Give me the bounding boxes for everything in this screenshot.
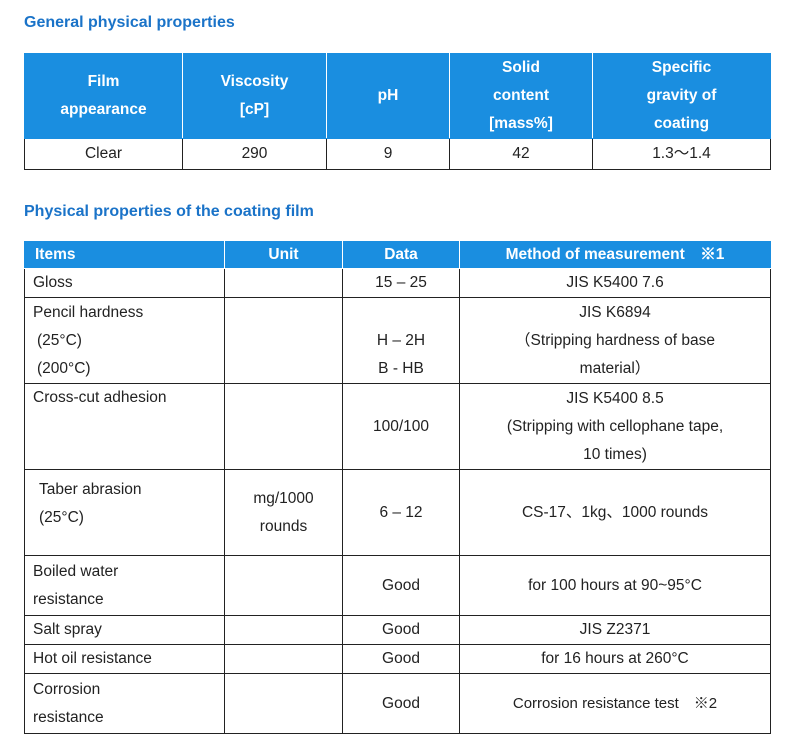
header-ph: pH [326, 53, 450, 139]
data-cell: 100/100 [342, 383, 460, 470]
ph-value: 9 [326, 138, 450, 170]
table-row: Boiled water resistance Good for 100 hou… [24, 555, 771, 616]
method-cell: CS-17、1kg、1000 rounds [459, 469, 771, 556]
data-cell: Good [342, 555, 460, 616]
data-cell: Good [342, 615, 460, 645]
table-row: Pencil hardness (25°C) (200°C) H – 2H B … [24, 297, 771, 384]
method-cell: JIS K6894 （Stripping hardness of base ma… [459, 297, 771, 384]
table-row: Hot oil resistance Good for 16 hours at … [24, 644, 771, 674]
general-data-row: Clear 290 9 42 1.3～1.4 [24, 138, 771, 170]
film-properties-table: Items Unit Data Method of measurement ※1… [24, 241, 771, 734]
data-cell: Good [342, 673, 460, 734]
unit-cell [224, 297, 343, 384]
item-gloss: Gloss [24, 268, 225, 298]
general-properties-heading: General physical properties [24, 14, 235, 31]
header-unit: Unit [224, 241, 343, 269]
film-properties-heading: Physical properties of the coating film [24, 203, 314, 220]
header-specific-gravity: Specific gravity of coating [592, 53, 771, 139]
general-properties-table: Film appearance Viscosity [cP] pH Solid … [24, 53, 771, 170]
general-header-row: Film appearance Viscosity [cP] pH Solid … [24, 53, 771, 139]
header-film-appearance: Film appearance [24, 53, 183, 139]
table-row: Salt spray Good JIS Z2371 [24, 615, 771, 645]
data-cell: 6 – 12 [342, 469, 460, 556]
item-boiled-water-resistance: Boiled water resistance [24, 555, 225, 616]
unit-cell: mg/1000 rounds [224, 469, 343, 556]
header-solid-content: Solid content [mass%] [449, 53, 593, 139]
item-cross-cut-adhesion: Cross-cut adhesion [24, 383, 225, 470]
unit-cell [224, 615, 343, 645]
item-hot-oil-resistance: Hot oil resistance [24, 644, 225, 674]
viscosity-value: 290 [182, 138, 327, 170]
header-items: Items [24, 241, 225, 269]
method-cell: for 16 hours at 260°C [459, 644, 771, 674]
solid-content-value: 42 [449, 138, 593, 170]
table-row: Taber abrasion (25°C) mg/1000 rounds 6 –… [24, 469, 771, 556]
table-row: Corrosion resistance Good Corrosion resi… [24, 673, 771, 734]
film-appearance-value: Clear [24, 138, 183, 170]
header-data: Data [342, 241, 460, 269]
data-cell: H – 2H B - HB [342, 297, 460, 384]
header-method: Method of measurement ※1 [459, 241, 771, 269]
method-cell: Corrosion resistance test ※2 [459, 673, 771, 734]
unit-cell [224, 383, 343, 470]
method-cell: JIS Z2371 [459, 615, 771, 645]
method-cell: JIS K5400 7.6 [459, 268, 771, 298]
table-row: Gloss 15 – 25 JIS K5400 7.6 [24, 268, 771, 298]
method-cell: for 100 hours at 90~95°C [459, 555, 771, 616]
data-cell: Good [342, 644, 460, 674]
item-taber-abrasion: Taber abrasion (25°C) [24, 469, 225, 556]
item-corrosion-resistance: Corrosion resistance [24, 673, 225, 734]
data-cell: 15 – 25 [342, 268, 460, 298]
table-row: Cross-cut adhesion 100/100 JIS K5400 8.5… [24, 383, 771, 470]
film-header-row: Items Unit Data Method of measurement ※1 [24, 241, 771, 269]
method-cell: JIS K5400 8.5 (Stripping with cellophane… [459, 383, 771, 470]
unit-cell [224, 555, 343, 616]
unit-cell [224, 673, 343, 734]
unit-cell [224, 644, 343, 674]
header-viscosity: Viscosity [cP] [182, 53, 327, 139]
unit-cell [224, 268, 343, 298]
specific-gravity-value: 1.3～1.4 [592, 138, 771, 170]
item-salt-spray: Salt spray [24, 615, 225, 645]
item-pencil-hardness: Pencil hardness (25°C) (200°C) [24, 297, 225, 384]
